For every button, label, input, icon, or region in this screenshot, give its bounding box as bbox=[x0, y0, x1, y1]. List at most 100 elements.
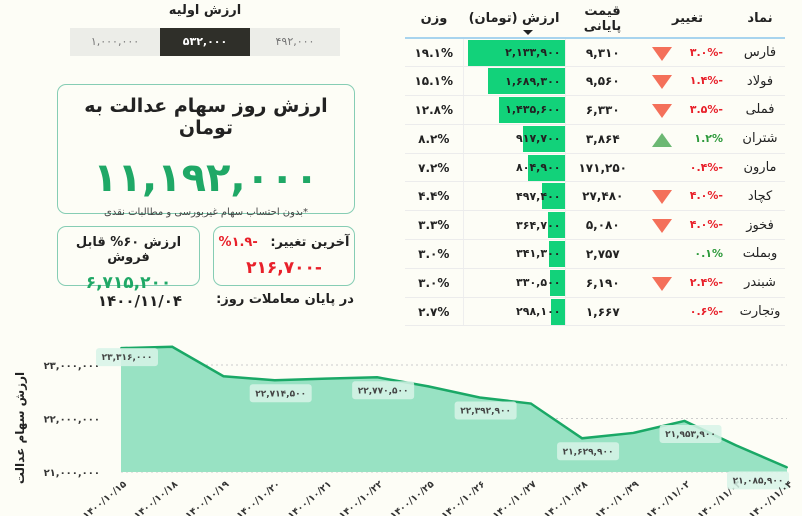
cell-weight: ۳.۰% bbox=[405, 239, 463, 269]
cell-change: ۰.۱% bbox=[640, 239, 735, 269]
value-bar bbox=[541, 183, 565, 210]
triangle-down-icon bbox=[652, 219, 672, 234]
cell-weight: ۱۲.۸% bbox=[405, 95, 463, 125]
data-point[interactable] bbox=[786, 466, 788, 469]
x-tick-label: ۱۴۰۰/۱۰/۲۵ bbox=[388, 479, 436, 516]
y-tick-label: ۲۲,۰۰۰,۰۰۰ bbox=[44, 415, 100, 426]
cell-price: ۱,۶۶۷ bbox=[565, 297, 640, 327]
y-tick-label: ۲۱,۰۰۰,۰۰۰ bbox=[44, 468, 100, 479]
cell-change: -۳.۰% bbox=[640, 38, 735, 68]
x-tick-label: ۱۴۰۰/۱۰/۱۸ bbox=[132, 479, 180, 516]
trading-date: ۱۴۰۰/۱۱/۰۴ bbox=[97, 292, 183, 310]
change-percent: -۴.۰% bbox=[689, 189, 723, 203]
data-point[interactable] bbox=[632, 431, 635, 434]
x-tick-label: ۱۴۰۰/۱۱/۰۲ bbox=[645, 479, 693, 516]
header-change[interactable]: تغییر bbox=[640, 0, 735, 39]
cell-price: ۶,۱۹۰ bbox=[565, 268, 640, 298]
value-text: ۲,۱۳۳,۹۰۰ bbox=[505, 46, 561, 60]
main-card-title: ارزش روز سهام عدالت به تومان bbox=[84, 95, 328, 139]
data-point[interactable] bbox=[171, 345, 174, 348]
cell-symbol: فخوز bbox=[735, 210, 785, 241]
data-point[interactable] bbox=[581, 437, 584, 440]
value-text: ۸۰۴,۹۰۰ bbox=[516, 161, 561, 175]
cell-value: ۴۹۷,۴۰۰ bbox=[462, 181, 566, 212]
cell-change: -۴.۰% bbox=[640, 210, 735, 241]
x-tick-label: ۱۴۰۰/۱۰/۲۰ bbox=[235, 479, 283, 516]
cell-price: ۶,۳۳۰ bbox=[565, 95, 640, 125]
change-title: آخرین تغییر: bbox=[270, 235, 350, 250]
change-percent: -۰.۴% bbox=[689, 160, 723, 174]
change-percent: -۰.۶% bbox=[689, 304, 723, 318]
cell-weight: ۱۵.۱% bbox=[405, 66, 463, 97]
data-point[interactable] bbox=[222, 375, 225, 378]
header-weight[interactable]: وزن bbox=[405, 0, 463, 39]
main-card-value: ۱۱,۱۹۲,۰۰۰ bbox=[93, 155, 319, 201]
data-label-bg bbox=[454, 401, 517, 420]
y-tick-label: ۲۳,۰۰۰,۰۰۰ bbox=[44, 361, 100, 372]
x-tick-label: ۱۴۰۰/۱۰/۱۹ bbox=[183, 479, 231, 516]
cell-symbol: کچاد bbox=[735, 181, 785, 212]
value-text: ۱,۶۸۹,۳۰۰ bbox=[505, 74, 561, 88]
cell-change: -۴.۰% bbox=[640, 181, 735, 212]
data-point[interactable] bbox=[529, 402, 532, 405]
data-point[interactable] bbox=[478, 396, 481, 399]
table-row[interactable]: وتجارت -۰.۶% ۱,۶۶۷ ۲۹۸,۱۰۰ ۲.۷% bbox=[405, 297, 785, 327]
value-bar bbox=[499, 97, 565, 124]
table-row[interactable]: شتران ۱.۲% ۳,۸۶۴ ۹۱۷,۷۰۰ ۸.۲% bbox=[405, 124, 785, 154]
header-value[interactable]: ارزش (تومان) bbox=[463, 0, 565, 39]
cell-weight: ۴.۴% bbox=[405, 181, 463, 212]
table-row[interactable]: مارون -۰.۴% ۱۷۱,۲۵۰ ۸۰۴,۹۰۰ ۷.۲% bbox=[405, 153, 785, 183]
value-bar bbox=[549, 269, 565, 296]
header-price[interactable]: قیمت پایانی bbox=[565, 0, 640, 39]
cell-symbol: شبندر bbox=[735, 268, 785, 298]
data-label-bg bbox=[659, 424, 722, 443]
cell-weight: ۱۹.۱% bbox=[405, 38, 463, 68]
cell-value: ۸۰۴,۹۰۰ bbox=[462, 153, 566, 183]
initial-value-title: ارزش اولیه bbox=[168, 3, 242, 18]
change-percent: ۰.۱% bbox=[694, 247, 723, 261]
cell-symbol: فارس bbox=[735, 38, 785, 68]
data-label: ۲۲,۷۷۰,۵۰۰ bbox=[358, 386, 409, 396]
value-bar bbox=[527, 154, 565, 181]
initial-option-532000[interactable]: ۵۳۲,۰۰۰ bbox=[160, 28, 250, 56]
value-bar bbox=[467, 40, 565, 66]
header-value-label: ارزش (تومان) bbox=[468, 11, 560, 26]
cell-symbol: فولاد bbox=[735, 66, 785, 97]
x-tick-label: ۱۴۰۰/۱۰/۲۹ bbox=[593, 479, 641, 516]
data-point[interactable] bbox=[324, 377, 327, 380]
value-bar bbox=[549, 241, 565, 268]
data-point[interactable] bbox=[273, 379, 276, 382]
table-row[interactable]: فخوز -۴.۰% ۵,۰۸۰ ۳۶۴,۷۰۰ ۳.۳% bbox=[405, 210, 785, 241]
cell-price: ۲۷,۴۸۰ bbox=[565, 181, 640, 212]
initial-option-492000[interactable]: ۴۹۲,۰۰۰ bbox=[250, 28, 340, 56]
table-row[interactable]: کچاد -۴.۰% ۲۷,۴۸۰ ۴۹۷,۴۰۰ ۴.۴% bbox=[405, 181, 785, 212]
cell-symbol: مارون bbox=[735, 153, 785, 183]
data-point[interactable] bbox=[376, 376, 379, 379]
cell-price: ۳,۸۶۴ bbox=[565, 124, 640, 154]
table-row[interactable]: فملی -۳.۵% ۶,۳۳۰ ۱,۴۳۵,۶۰۰ ۱۲.۸% bbox=[405, 95, 785, 125]
table-row[interactable]: فولاد -۱.۴% ۹,۵۶۰ ۱,۶۸۹,۳۰۰ ۱۵.۱% bbox=[405, 66, 785, 97]
triangle-down-icon bbox=[652, 104, 672, 119]
header-symbol[interactable]: نماد bbox=[735, 0, 785, 39]
value-text: ۳۳۰,۵۰۰ bbox=[516, 276, 561, 290]
cell-price: ۹,۵۶۰ bbox=[565, 66, 640, 97]
value-bar bbox=[547, 212, 565, 239]
data-label-bg bbox=[249, 384, 312, 403]
data-point[interactable] bbox=[427, 385, 430, 388]
change-percent: -۳.۰% bbox=[689, 46, 723, 59]
triangle-down-icon bbox=[652, 276, 672, 291]
cell-symbol: وبملت bbox=[735, 239, 785, 269]
sellable-value: ۶,۷۱۵,۲۰۰ bbox=[85, 273, 172, 293]
cell-value: ۳۶۴,۷۰۰ bbox=[462, 210, 566, 241]
initial-option-1000000[interactable]: ۱,۰۰۰,۰۰۰ bbox=[70, 28, 160, 56]
cell-value: ۲۹۸,۱۰۰ bbox=[462, 297, 566, 327]
triangle-down-icon bbox=[652, 47, 672, 61]
cell-symbol: فملی bbox=[735, 95, 785, 125]
table-row[interactable]: وبملت ۰.۱% ۲,۷۵۷ ۳۴۱,۳۰۰ ۳.۰% bbox=[405, 239, 785, 269]
table-row[interactable]: فارس -۳.۰% ۹,۳۱۰ ۲,۱۳۳,۹۰۰ ۱۹.۱% bbox=[405, 38, 785, 68]
cell-symbol: وتجارت bbox=[735, 297, 785, 327]
change-percent: -۳.۵% bbox=[689, 103, 723, 117]
data-point[interactable] bbox=[734, 444, 737, 447]
data-point[interactable] bbox=[683, 419, 686, 422]
table-row[interactable]: شبندر -۲.۴% ۶,۱۹۰ ۳۳۰,۵۰۰ ۳.۰% bbox=[405, 268, 785, 298]
